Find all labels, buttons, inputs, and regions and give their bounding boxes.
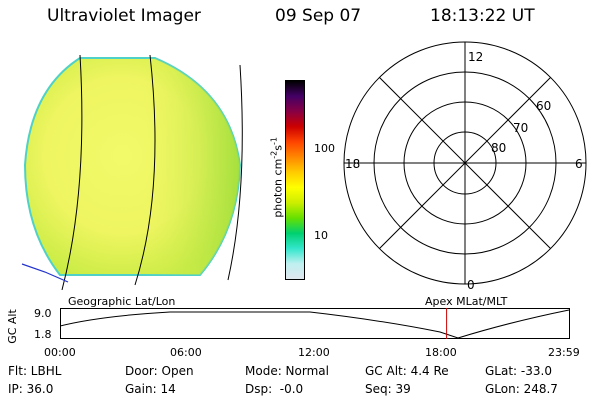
label-18: 18 [345, 157, 360, 171]
info-filter: Flt: LBHL [8, 364, 62, 378]
info-dsp: Dsp: -0.0 [245, 382, 304, 396]
polar-plot: 12 0 18 6 60 70 80 [343, 41, 587, 292]
instrument-title: Ultraviolet Imager [47, 6, 201, 26]
longitude-line [227, 64, 243, 281]
info-door: Door: Open [125, 364, 194, 378]
longitude-line [134, 54, 156, 286]
label-80: 80 [491, 141, 506, 155]
label-60: 60 [536, 99, 551, 113]
timeline-left-label: Geographic Lat/Lon [68, 295, 176, 308]
timeline-ytick-low: 1.8 [34, 328, 52, 341]
timeline-right-label: Apex MLat/MLT [425, 295, 508, 308]
label-0: 0 [467, 278, 475, 292]
xtick-2359: 23:59 [548, 346, 580, 359]
info-glon: GLon: 248.7 [485, 382, 558, 396]
info-ip: IP: 36.0 [8, 382, 54, 396]
meridian-diag-2 [379, 77, 551, 249]
image-date: 09 Sep 07 [275, 6, 362, 26]
info-mode: Mode: Normal [245, 364, 329, 378]
info-seq: Seq: 39 [365, 382, 411, 396]
label-12: 12 [468, 50, 483, 64]
xtick-1800: 18:00 [425, 346, 457, 359]
timeline-frame [60, 308, 570, 339]
colorbar-tick-100: 100 [314, 142, 335, 155]
uv-earth-image [21, 54, 243, 290]
xtick-0000: 00:00 [44, 346, 76, 359]
label-6: 6 [575, 157, 583, 171]
colorbar-tick-10: 10 [314, 229, 328, 242]
image-time: 18:13:22 UT [430, 6, 535, 26]
coastline [21, 263, 69, 283]
altitude-curve [60, 309, 570, 339]
xtick-1200: 12:00 [298, 346, 330, 359]
colorbar-label: photon cm-2s-1 [269, 137, 285, 218]
info-gain: Gain: 14 [125, 382, 176, 396]
altitude-timeline [60, 308, 570, 339]
colorbar [285, 80, 305, 280]
info-glat: GLat: -33.0 [485, 364, 552, 378]
label-70: 70 [513, 121, 528, 135]
timeline-ytick-high: 9.0 [34, 307, 52, 320]
info-gc-alt: GC Alt: 4.4 Re [365, 364, 449, 378]
timeline-axis-title: GC Alt [5, 309, 19, 344]
longitude-line [61, 54, 83, 290]
xtick-0600: 06:00 [170, 346, 202, 359]
